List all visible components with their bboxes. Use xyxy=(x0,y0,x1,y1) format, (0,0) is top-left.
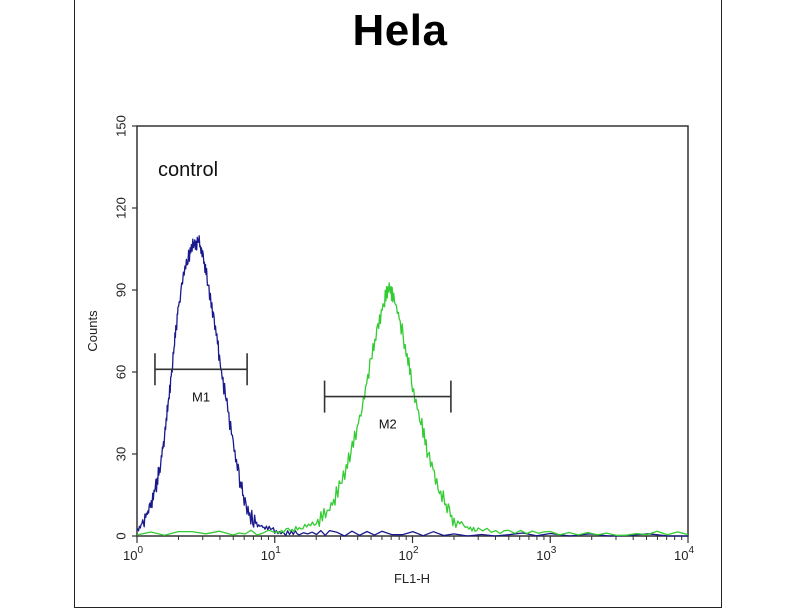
y-tick-label: 120 xyxy=(113,197,128,219)
y-tick-label: 90 xyxy=(113,283,128,297)
control-annotation: control xyxy=(158,159,218,181)
x-tick-label: 102 xyxy=(398,545,418,563)
y-tick-label: 30 xyxy=(113,447,128,461)
plot-area xyxy=(137,126,688,536)
gate-label: M2 xyxy=(379,417,397,432)
y-tick-label: 150 xyxy=(113,115,128,137)
y-axis-ticks: 0 30 60 90 120 150 xyxy=(113,115,137,539)
x-axis-label: FL1-H xyxy=(394,571,430,586)
x-tick-label: 103 xyxy=(536,545,556,563)
y-tick-label: 0 xyxy=(113,532,128,539)
series-layer xyxy=(137,236,688,536)
x-tick-label: 104 xyxy=(674,545,694,563)
sample-histogram-line xyxy=(137,283,688,535)
y-axis-label: Counts xyxy=(85,310,100,352)
x-tick-label: 100 xyxy=(123,545,143,563)
y-tick-label: 60 xyxy=(113,365,128,379)
gate-layer: M1 M2 xyxy=(155,353,451,431)
x-axis-ticks: 100 101 102 103 104 xyxy=(123,536,694,563)
x-tick-label: 101 xyxy=(261,545,281,563)
gate-label: M1 xyxy=(192,389,210,404)
